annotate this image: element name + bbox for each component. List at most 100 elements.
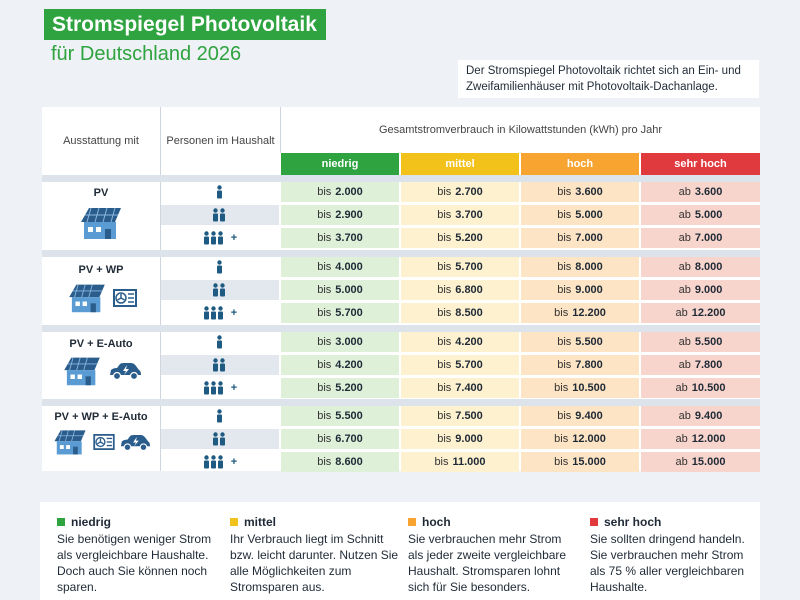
value-number: 6.800 bbox=[455, 284, 483, 296]
value-number: 12.200 bbox=[572, 307, 606, 319]
value-number: 8.600 bbox=[335, 456, 363, 468]
value-cell: ab 5.000 bbox=[641, 205, 760, 225]
page-title: Stromspiegel Photovoltaik bbox=[44, 9, 326, 40]
value-number: 3.600 bbox=[694, 186, 723, 198]
value-number: 12.200 bbox=[691, 307, 726, 319]
value-prefix: bis bbox=[554, 433, 569, 445]
value-cell: bis 5.500 bbox=[281, 406, 399, 426]
group-icons-pv-wp bbox=[42, 282, 160, 314]
value-prefix: bis bbox=[557, 336, 572, 348]
value-cell: bis 5.200 bbox=[401, 228, 519, 248]
value-prefix: bis bbox=[317, 261, 332, 273]
value-number: 7.500 bbox=[455, 410, 483, 422]
persons-cell bbox=[161, 280, 279, 300]
value-prefix: ab bbox=[678, 186, 691, 198]
person-icon bbox=[216, 409, 222, 423]
value-number: 3.700 bbox=[455, 209, 483, 221]
legend-label: mittel bbox=[244, 515, 277, 529]
value-prefix: ab bbox=[678, 284, 691, 296]
value-prefix: bis bbox=[557, 284, 572, 296]
value-number: 5.500 bbox=[694, 336, 723, 348]
value-number: 9.000 bbox=[455, 433, 483, 445]
value-number: 3.000 bbox=[335, 336, 363, 348]
group-icons-pv bbox=[42, 205, 160, 241]
legend-swatch-mittel bbox=[230, 518, 238, 526]
electric-car-icon bbox=[110, 363, 141, 381]
value-prefix: bis bbox=[317, 336, 332, 348]
person-icon bbox=[213, 208, 225, 222]
legend-item-mittel: mittel Ihr Verbrauch liegt im Schnitt bz… bbox=[230, 514, 402, 595]
value-prefix: bis bbox=[437, 382, 452, 394]
value-cell: ab 5.500 bbox=[641, 332, 760, 352]
value-prefix: bis bbox=[437, 186, 452, 198]
person-icon bbox=[203, 455, 223, 469]
value-prefix: bis bbox=[317, 186, 332, 198]
value-prefix: bis bbox=[437, 359, 452, 371]
value-cell: bis 3.600 bbox=[521, 182, 639, 202]
value-number: 10.500 bbox=[691, 382, 726, 394]
house-solar-icon bbox=[54, 430, 86, 455]
value-cell: bis 8.000 bbox=[521, 257, 639, 277]
value-number: 9.400 bbox=[694, 410, 723, 422]
group-separator bbox=[42, 325, 760, 332]
value-prefix: bis bbox=[554, 456, 569, 468]
column-divider bbox=[160, 107, 161, 471]
legend-text: Sie benötigen weniger Strom als vergleic… bbox=[57, 532, 212, 594]
value-prefix: ab bbox=[678, 261, 691, 273]
persons-plus: + bbox=[230, 456, 238, 468]
person-icon bbox=[203, 381, 223, 395]
value-prefix: ab bbox=[678, 209, 691, 221]
value-prefix: bis bbox=[317, 410, 332, 422]
value-cell: bis 4.000 bbox=[281, 257, 399, 277]
value-cell: ab 8.000 bbox=[641, 257, 760, 277]
group-label-pv: PV bbox=[93, 187, 109, 199]
value-prefix: bis bbox=[557, 359, 572, 371]
value-prefix: ab bbox=[675, 456, 688, 468]
value-cell: bis 2.900 bbox=[281, 205, 399, 225]
page-subtitle: für Deutschland 2026 bbox=[51, 43, 242, 65]
header-consumption: Gesamtstromverbrauch in Kilowattstunden … bbox=[378, 124, 663, 136]
value-number: 5.500 bbox=[575, 336, 603, 348]
value-prefix: ab bbox=[675, 382, 688, 394]
column-divider bbox=[280, 107, 281, 153]
value-cell: bis 2.000 bbox=[281, 182, 399, 202]
legend-item-sehr-hoch: sehr hoch Sie sollten dringend handeln. … bbox=[590, 514, 762, 595]
value-number: 8.000 bbox=[575, 261, 603, 273]
value-prefix: bis bbox=[557, 232, 572, 244]
legend-label: hoch bbox=[422, 515, 451, 529]
group-icons-pv-eauto bbox=[42, 355, 160, 387]
value-prefix: ab bbox=[675, 307, 688, 319]
group-icons-pv-wp-eauto bbox=[42, 428, 160, 456]
value-prefix: bis bbox=[317, 382, 332, 394]
electric-car-icon bbox=[120, 434, 151, 451]
persons-cell bbox=[161, 429, 279, 449]
value-number: 5.200 bbox=[335, 382, 363, 394]
legend-item-niedrig: niedrig Sie benötigen weniger Strom als … bbox=[57, 514, 229, 595]
value-cell: bis 12.000 bbox=[521, 429, 639, 449]
value-number: 5.700 bbox=[455, 261, 483, 273]
value-prefix: bis bbox=[317, 284, 332, 296]
value-cell: bis 5.700 bbox=[281, 303, 399, 323]
value-cell: ab 7.000 bbox=[641, 228, 760, 248]
heat-pump-icon bbox=[113, 289, 137, 307]
value-prefix: bis bbox=[317, 209, 332, 221]
legend-panel bbox=[40, 502, 760, 600]
value-cell: bis 5.500 bbox=[521, 332, 639, 352]
persons-cell: + bbox=[161, 303, 279, 323]
person-icon bbox=[213, 432, 225, 446]
value-prefix: bis bbox=[557, 410, 572, 422]
persons-cell bbox=[161, 182, 279, 202]
value-cell: ab 12.000 bbox=[641, 429, 760, 449]
persons-cell: + bbox=[161, 378, 279, 398]
value-cell: bis 7.000 bbox=[521, 228, 639, 248]
header-persons: Personen im Haushalt bbox=[166, 135, 275, 147]
value-number: 4.000 bbox=[335, 261, 363, 273]
value-cell: ab 7.800 bbox=[641, 355, 760, 375]
value-number: 5.000 bbox=[335, 284, 363, 296]
value-prefix: bis bbox=[434, 456, 449, 468]
value-prefix: bis bbox=[557, 186, 572, 198]
value-number: 8.000 bbox=[694, 261, 723, 273]
legend-item-hoch: hoch Sie verbrauchen mehr Strom als jede… bbox=[408, 514, 580, 595]
value-prefix: ab bbox=[678, 359, 691, 371]
value-cell: bis 7.500 bbox=[401, 406, 519, 426]
